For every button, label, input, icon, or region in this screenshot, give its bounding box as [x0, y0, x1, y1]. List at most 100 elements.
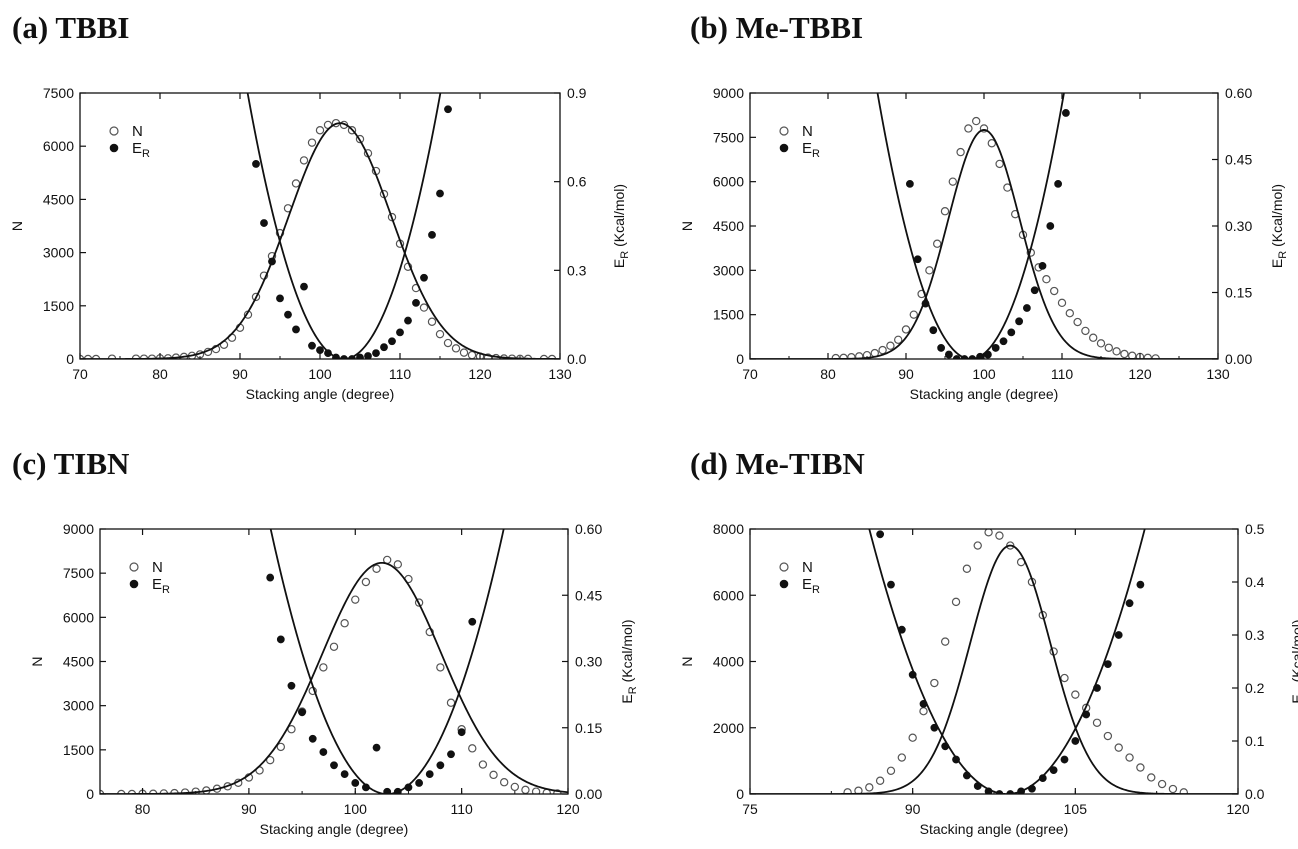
er-point: [388, 337, 396, 346]
y-tick-label: 1500: [43, 298, 74, 314]
y2-label-main: E: [1289, 694, 1298, 703]
y2-tick-label: 0.2: [1245, 680, 1265, 696]
n-point: [839, 353, 848, 359]
legend-marker-er: [109, 143, 119, 153]
legend-label-subscript: R: [142, 148, 150, 160]
n-point: [467, 350, 477, 359]
y-tick-label: 7500: [63, 565, 94, 581]
y2-label-unit: (Kcal/mol): [1289, 619, 1298, 686]
n-point: [531, 787, 541, 794]
er-point: [1030, 286, 1039, 295]
n-point: [265, 755, 275, 765]
n-point: [1125, 753, 1134, 762]
er-point: [1015, 317, 1023, 326]
er-point: [308, 341, 316, 350]
n-point: [1057, 298, 1067, 308]
n-point: [319, 663, 328, 672]
n-point: [299, 156, 309, 165]
n-point: [468, 744, 477, 753]
y-tick-label: 1500: [63, 742, 94, 758]
panel-title: (c) TIBN: [12, 446, 129, 481]
n-fit-curve: [750, 544, 1238, 794]
n-point: [291, 179, 301, 188]
legend-marker-er: [129, 579, 139, 589]
n-point: [948, 177, 958, 186]
plot-frame: [99, 528, 569, 795]
y2-tick-label: 0.60: [575, 521, 602, 537]
n-point: [1179, 788, 1188, 794]
er-fit-curve: [269, 529, 505, 794]
y-tick-label: 4000: [713, 654, 744, 670]
n-point: [443, 338, 453, 348]
y-tick-label: 0: [736, 786, 744, 802]
er-point: [252, 160, 260, 168]
n-point: [1120, 349, 1129, 359]
y2-tick-label: 0.0: [567, 351, 587, 367]
legend-label-main: E: [152, 576, 162, 593]
n-point: [1168, 784, 1178, 794]
y2-label-unit: (Kcal/mol): [1269, 184, 1285, 251]
y-tick-label: 9000: [713, 85, 744, 101]
er-point: [276, 635, 285, 644]
n-point: [908, 733, 917, 742]
x-tick-label: 80: [152, 366, 168, 382]
n-point: [886, 766, 896, 776]
er-point: [929, 326, 938, 335]
y2-axis-label: ER (Kcal/mol): [1269, 184, 1289, 268]
plot-area: [750, 93, 1218, 359]
n-point: [1060, 673, 1069, 683]
plot-area: [80, 93, 560, 359]
y-tick-label: 4500: [63, 654, 94, 670]
n-point: [459, 348, 469, 357]
legend-marker-n: [779, 126, 789, 136]
x-tick-label: 90: [898, 366, 914, 382]
legend-label: ER: [152, 576, 170, 596]
n-point: [951, 597, 961, 607]
n-point: [1096, 339, 1106, 348]
er-fit-curve: [246, 93, 442, 359]
n-point: [930, 678, 939, 688]
legend-label-main: N: [132, 123, 143, 140]
n-point: [886, 341, 895, 350]
y2-tick-label: 0.5: [1245, 521, 1265, 537]
n-point: [878, 345, 887, 355]
legend-label-main: N: [802, 559, 813, 576]
x-tick-label: 90: [232, 366, 248, 382]
y-tick-label: 3000: [713, 262, 744, 278]
er-point: [412, 298, 420, 307]
er-point: [876, 530, 885, 539]
legend-label-main: N: [802, 123, 813, 140]
n-point: [901, 325, 911, 334]
y2-tick-label: 0.1: [1245, 733, 1265, 749]
x-tick-label: 70: [72, 366, 88, 382]
y2-tick-label: 0.30: [1225, 218, 1252, 234]
y2-tick-label: 0.3: [1245, 627, 1265, 643]
n-point: [521, 785, 530, 794]
er-point: [292, 325, 300, 334]
n-point: [925, 266, 934, 275]
er-point: [444, 105, 452, 114]
y-tick-label: 0: [66, 351, 74, 367]
legend-label-main: E: [132, 140, 142, 157]
panel-c: (c) TIBN 80 90 100 110 120 0 1500 3000 4500 6000 75…: [12, 446, 639, 837]
y-tick-label: 7500: [43, 85, 74, 101]
n-point: [451, 344, 461, 353]
legend-label: N: [802, 123, 813, 140]
legend-label-subscript: R: [812, 148, 820, 160]
legend-label-main: N: [152, 559, 163, 576]
legend-label-subscript: R: [812, 584, 820, 596]
y2-tick-label: 0.0: [1245, 786, 1265, 802]
n-point: [427, 317, 437, 326]
x-axis-label: Stacking angle (degree): [920, 821, 1069, 837]
x-tick-label: 130: [548, 366, 572, 382]
er-point: [436, 761, 445, 770]
er-point: [1071, 737, 1080, 745]
plot-frame: [749, 528, 1239, 795]
y-axis-label: N: [679, 221, 695, 231]
y-axis-label: N: [679, 656, 695, 666]
er-point: [340, 770, 349, 779]
n-point: [1065, 308, 1075, 318]
y2-tick-label: 0.15: [575, 720, 602, 736]
er-point: [945, 350, 953, 359]
n-point: [1071, 690, 1080, 699]
